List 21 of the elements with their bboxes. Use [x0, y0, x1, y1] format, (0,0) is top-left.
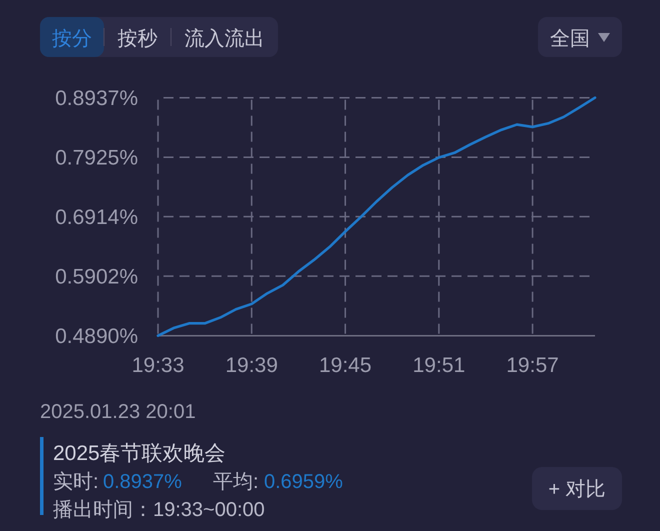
note: 播出时间：19:33~00:00 [53, 499, 265, 521]
tab-label: 按秒 [118, 28, 158, 50]
y-tick-label: 0.4890% [55, 325, 138, 348]
tab-label: 流入流出 [184, 28, 264, 50]
x-tick-label: 19:57 [506, 354, 559, 377]
y-tick-label: 0.7925% [55, 146, 138, 170]
x-tick-label: 19:51 [412, 354, 466, 377]
y-tick-label: 0.8937% [55, 87, 138, 110]
tab-selected: 按分 [40, 17, 104, 57]
x-tick-label: 19:33 [132, 354, 184, 377]
note: 0.6959% [264, 471, 343, 493]
note: 平均: [213, 471, 259, 493]
y-tick-label: 0.6914% [55, 206, 138, 230]
y-tick-label: 0.5902% [55, 266, 138, 289]
note: 实时: [53, 471, 99, 493]
note: 2025.01.23 20:01 [40, 401, 196, 423]
x-tick-label: 19:45 [318, 354, 372, 377]
dropdown: 全国 [538, 17, 622, 57]
note: 0.8937% [103, 471, 182, 493]
button: + 对比 [532, 467, 622, 510]
x-tick-label: 19:39 [225, 354, 278, 377]
